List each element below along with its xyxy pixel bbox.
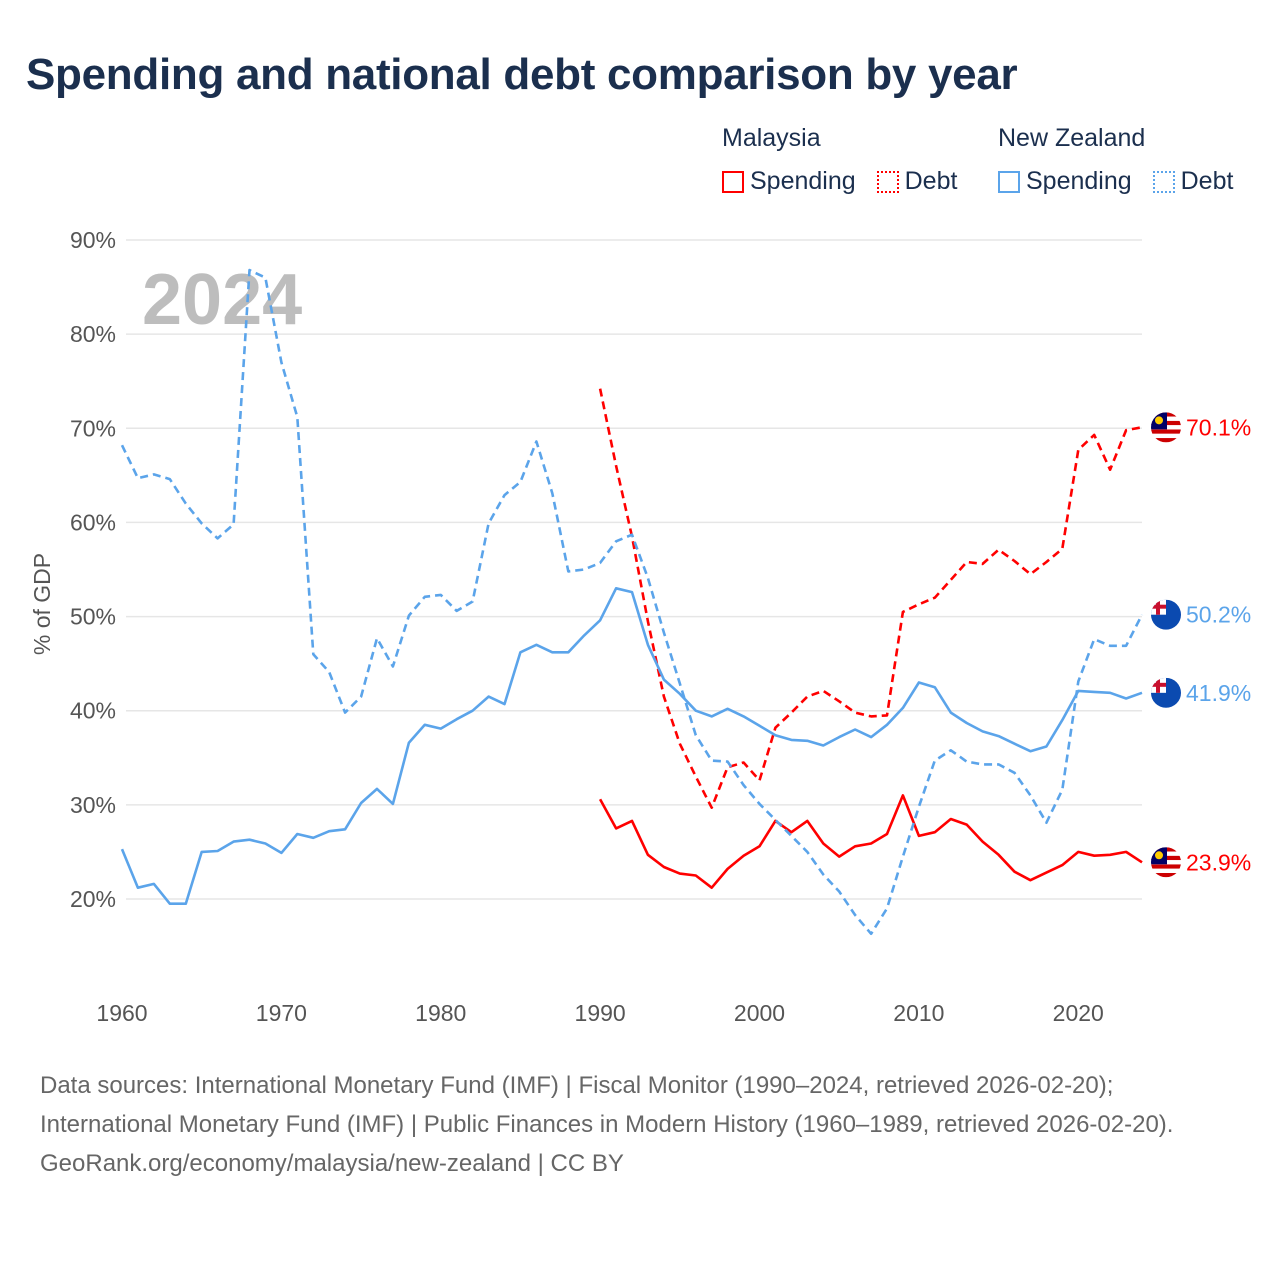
end-value-label: 50.2% xyxy=(1186,602,1251,628)
legend-item-malaysia-debt[interactable]: Debt xyxy=(876,167,958,196)
end-value-label: 23.9% xyxy=(1186,849,1251,875)
flag-union-cross xyxy=(1156,599,1160,615)
x-tick-label: 2020 xyxy=(1053,1000,1104,1026)
new-zealand-flag-icon xyxy=(1151,677,1181,708)
flag-body xyxy=(1151,412,1181,443)
solid-swatch-icon xyxy=(998,170,1020,193)
legend-item-malaysia-spending[interactable]: Spending xyxy=(722,167,856,196)
flag-stripe xyxy=(1151,438,1181,443)
legend-item-nz-spending[interactable]: Spending xyxy=(998,167,1132,196)
y-tick-label: 20% xyxy=(70,886,116,912)
series-line-new-zealand-debt xyxy=(120,268,1144,936)
legend-label: Debt xyxy=(1180,167,1234,195)
flag-stripe xyxy=(1151,864,1181,869)
solid-swatch-icon xyxy=(722,170,744,193)
legend-label: Spending xyxy=(750,167,856,195)
flag-stripe xyxy=(1151,872,1181,878)
year-watermark: 2024 xyxy=(142,260,302,340)
x-tick-label: 2000 xyxy=(734,1000,785,1026)
y-tick-label: 70% xyxy=(70,415,116,441)
new-zealand-flag-icon xyxy=(1151,599,1181,630)
x-tick-label: 2010 xyxy=(893,1000,944,1026)
x-tick-label: 1980 xyxy=(415,1000,466,1026)
x-tick-label: 1960 xyxy=(96,1000,147,1026)
malaysia-flag-icon xyxy=(1151,847,1181,878)
flag-crescent xyxy=(1155,416,1163,425)
legend-new-zealand: New Zealand Spending Debt xyxy=(998,124,1247,200)
end-value-label: 70.1% xyxy=(1186,414,1251,440)
series-line-malaysia-spending xyxy=(598,794,1143,890)
y-tick-label: 60% xyxy=(70,509,116,535)
credit-link[interactable]: GeoRank.org/economy/malaysia/new-zealand… xyxy=(40,1150,624,1177)
flag-stripe xyxy=(1151,433,1181,439)
series-line-new-zealand-spending xyxy=(120,586,1143,906)
legend-group-name: New Zealand xyxy=(998,124,1146,152)
chart-title: Spending and national debt comparison by… xyxy=(26,50,1018,99)
footer: Data sources: International Monetary Fun… xyxy=(40,1066,1240,1183)
dotted-swatch-icon xyxy=(876,170,899,193)
x-tick-label: 1970 xyxy=(256,1000,307,1026)
y-tick-label: 80% xyxy=(70,321,116,347)
legend-label: Debt xyxy=(904,167,958,195)
y-tick-label: 90% xyxy=(70,227,116,253)
dotted-swatch-icon xyxy=(1152,170,1175,193)
y-tick-label: 50% xyxy=(70,604,116,630)
x-tick-label: 1990 xyxy=(575,1000,626,1026)
end-value-label: 41.9% xyxy=(1186,680,1251,706)
legend-label: Spending xyxy=(1026,167,1132,195)
flag-crescent xyxy=(1155,851,1163,860)
legend-group-name: Malaysia xyxy=(722,124,821,152)
flag-stripe xyxy=(1151,429,1181,434)
series-line-malaysia-debt xyxy=(598,388,1143,810)
legend-malaysia: Malaysia Spending Debt xyxy=(722,124,971,200)
flag-body xyxy=(1151,677,1181,708)
flag-union-cross xyxy=(1156,677,1160,693)
data-sources: Data sources: International Monetary Fun… xyxy=(40,1072,1174,1138)
y-axis-label: % of GDP xyxy=(29,553,55,655)
flag-body xyxy=(1151,599,1181,630)
y-tick-label: 30% xyxy=(70,792,116,818)
flag-stripe xyxy=(1151,868,1181,873)
legend-item-nz-debt[interactable]: Debt xyxy=(1152,167,1234,196)
malaysia-flag-icon xyxy=(1151,412,1181,443)
y-tick-label: 40% xyxy=(70,698,116,724)
line-chart: 20% 30% 40% 50% 60% 70% 80% 90% 1960 1970 1980 1990… xyxy=(29,227,1251,1026)
flag-body xyxy=(1151,847,1181,878)
